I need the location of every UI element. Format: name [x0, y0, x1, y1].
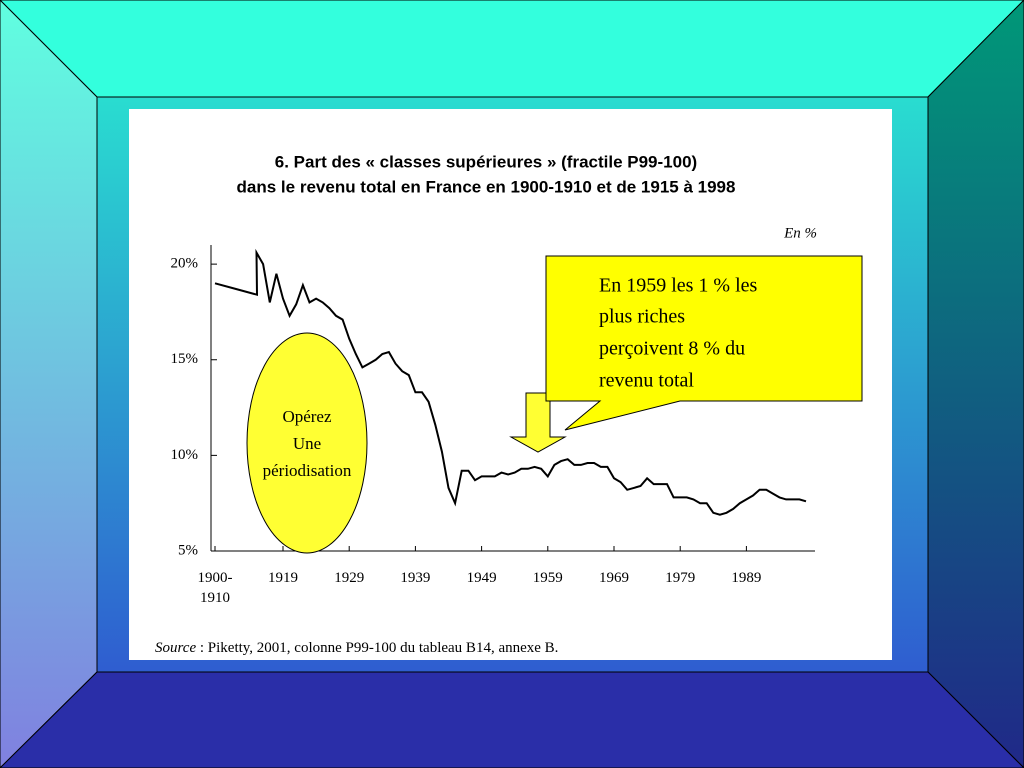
x-tick-label: 1989 [731, 570, 762, 586]
ellipse-text: Une [293, 434, 321, 453]
source-label: Source [155, 640, 196, 656]
x-tick-label-box: 1959 [532, 570, 563, 586]
plot: 5% 10% 15% 20% 1900-1910 1919 1929 1939 1949 1959… [171, 248, 807, 606]
x-tick-label-box: 1929 [334, 570, 365, 586]
x-tick-label: 1929 [334, 570, 365, 586]
x-tick-label-box: 1919 [268, 570, 298, 586]
ellipse-text: périodisation [263, 461, 352, 480]
x-tick-label-box: 1989 [731, 570, 762, 586]
x-tick-label: 1919 [268, 570, 298, 586]
callout-text: plus riches [599, 306, 685, 328]
x-tick-label-box: 1939 [400, 570, 431, 586]
y-tick-label: 15% [171, 351, 199, 367]
source: Source : Piketty, 2001, colonne P99-100 … [155, 640, 558, 656]
x-tick-label: 1969 [599, 570, 629, 586]
x-tick-label: 1979 [665, 570, 696, 586]
data-line [214, 248, 807, 516]
x-tick-label-box: 1969 [599, 570, 629, 586]
callout-box [545, 255, 863, 431]
y-tick-label: 10% [171, 447, 199, 463]
x-tick-label: 1949 [466, 570, 497, 586]
unit-label: En % [783, 225, 817, 241]
x-tick-label: 1959 [532, 570, 563, 586]
x-tick-label: 1939 [400, 570, 431, 586]
frame-top [0, 0, 1024, 98]
callout-text: En 1959 les 1 % les [599, 275, 758, 297]
ellipse-text: Opérez [282, 407, 332, 426]
x-tick-label-box: 1900-1910 [197, 570, 233, 606]
source-text: : Piketty, 2001, colonne P99-100 du tabl… [196, 640, 558, 656]
y-tick-label: 5% [178, 542, 198, 558]
callout-text: revenu total [599, 370, 694, 392]
chart-subtitle: dans le revenu total en France en 1900-1… [237, 177, 736, 196]
frame-right [927, 0, 1024, 768]
x-tick-label-box: 1979 [665, 570, 696, 586]
frame-inner [96, 96, 929, 673]
frame-left [0, 0, 98, 768]
x-tick-label-box: 1949 [466, 570, 497, 586]
y-tick-label: 20% [171, 256, 199, 272]
chart-title: 6. Part des « classes supérieures » (fra… [275, 152, 697, 171]
x-tick-label: 1900-1910 [197, 570, 233, 606]
frame-bottom [0, 671, 1024, 768]
note-ellipse [246, 332, 368, 554]
callout-text: perçoivent 8 % du [599, 338, 745, 360]
